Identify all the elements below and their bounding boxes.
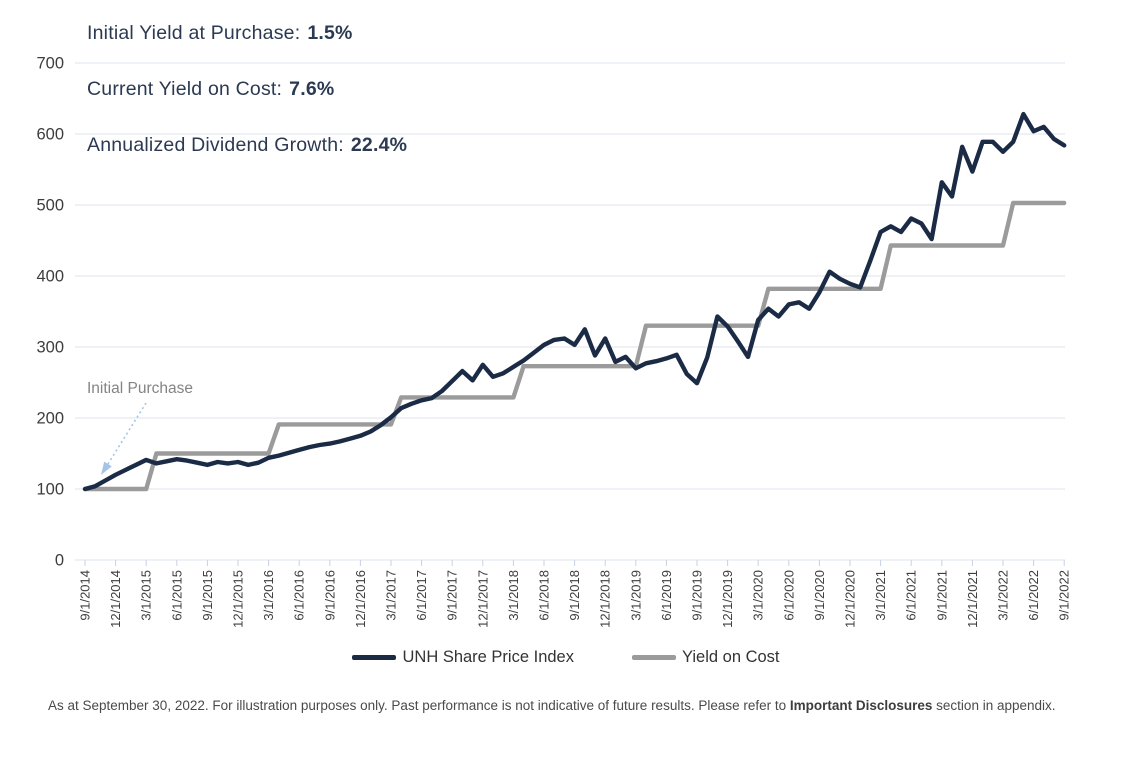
x-axis-label: 9/1/2016 — [322, 570, 337, 621]
annotation-arrow-line — [107, 402, 147, 465]
y-axis-label: 700 — [36, 55, 64, 73]
stat-value: 22.4% — [350, 134, 408, 156]
x-axis-label: 9/1/2018 — [567, 570, 582, 621]
x-axis-label: 6/1/2016 — [292, 570, 307, 621]
x-axis-label: 6/1/2018 — [537, 570, 552, 621]
x-axis-label: 6/1/2020 — [781, 570, 796, 621]
stats-block: Initial Yield at Purchase: 1.5% Current Y… — [87, 22, 407, 190]
x-axis-label: 12/1/2015 — [231, 570, 246, 628]
stat-label: Annualized Dividend Growth: — [87, 134, 344, 156]
legend-label: UNH Share Price Index — [402, 648, 574, 666]
y-axis-label: 0 — [55, 552, 64, 570]
x-axis-label: 3/1/2022 — [996, 570, 1011, 621]
y-axis-label: 200 — [36, 410, 64, 428]
unh-share-price-line — [82, 111, 1067, 492]
x-axis-label: 3/1/2021 — [873, 570, 888, 621]
x-axis-label: 6/1/2015 — [169, 570, 184, 621]
stat-value: 7.6% — [289, 78, 335, 100]
x-axis-label: 6/1/2019 — [659, 570, 674, 621]
x-axis-label: 9/1/2022 — [1057, 570, 1072, 621]
x-axis-label: 9/1/2014 — [78, 570, 93, 621]
x-axis-label: 3/1/2018 — [506, 570, 521, 621]
x-axis-label: 9/1/2021 — [934, 570, 949, 621]
x-axis-label: 12/1/2020 — [843, 570, 858, 628]
x-axis-label: 3/1/2016 — [261, 570, 276, 621]
x-axis-label: 9/1/2020 — [812, 570, 827, 621]
x-axis-label: 3/1/2020 — [751, 570, 766, 621]
legend-label: Yield on Cost — [681, 648, 780, 666]
y-axis-label: 600 — [36, 126, 64, 144]
x-axis-label: 9/1/2015 — [200, 570, 215, 621]
legend-swatch-navy — [352, 655, 397, 660]
x-axis-label: 12/1/2021 — [965, 570, 980, 628]
x-axis-label: 12/1/2019 — [720, 570, 735, 628]
footnote: As at September 30, 2022. For illustrati… — [48, 697, 1060, 715]
x-axis-label: 12/1/2018 — [598, 570, 613, 628]
legend-item-yield-on-cost: Yield on Cost — [631, 648, 780, 667]
x-axis-label: 9/1/2017 — [445, 570, 460, 621]
x-axis-label: 12/1/2016 — [353, 570, 368, 628]
stat-label: Current Yield on Cost: — [87, 78, 283, 100]
stat-current-yield: Current Yield on Cost: 7.6% — [87, 78, 407, 101]
annotation-arrowhead — [101, 461, 112, 475]
initial-purchase-label: Initial Purchase — [87, 380, 193, 397]
stat-initial-yield: Initial Yield at Purchase: 1.5% — [87, 22, 407, 45]
x-axis-label: 6/1/2017 — [414, 570, 429, 621]
x-axis-label: 12/1/2014 — [108, 570, 123, 628]
stat-value: 1.5% — [307, 22, 353, 44]
x-axis-label: 3/1/2019 — [628, 570, 643, 621]
x-axis-label: 3/1/2017 — [384, 570, 399, 621]
x-axis-label: 6/1/2021 — [904, 570, 919, 621]
chart-legend: UNH Share Price Index Yield on Cost — [0, 648, 1132, 667]
y-axis-label: 300 — [36, 339, 64, 357]
y-axis-label: 100 — [36, 481, 64, 499]
footnote-text: section in appendix. — [932, 698, 1056, 713]
stat-dividend-growth: Annualized Dividend Growth: 22.4% — [87, 134, 407, 157]
y-axis-label: 400 — [36, 268, 64, 286]
line-chart: 0 100 200 300 400 500 600 700 9/1/2014 12/1/2014 3… — [36, 55, 1072, 628]
legend-item-unh-share-price: UNH Share Price Index — [352, 648, 574, 667]
legend-swatch-gray — [631, 655, 676, 660]
stat-label: Initial Yield at Purchase: — [87, 22, 301, 44]
x-axis-label: 6/1/2022 — [1026, 570, 1041, 621]
x-axis-label: 3/1/2015 — [139, 570, 154, 621]
x-axis-label: 9/1/2019 — [690, 570, 705, 621]
yield-on-cost-line — [82, 200, 1067, 492]
y-axis-label: 500 — [36, 197, 64, 215]
x-axis-label: 12/1/2017 — [475, 570, 490, 628]
footnote-bold: Important Disclosures — [789, 698, 933, 713]
footnote-text: As at September 30, 2022. For illustrati… — [48, 698, 790, 713]
